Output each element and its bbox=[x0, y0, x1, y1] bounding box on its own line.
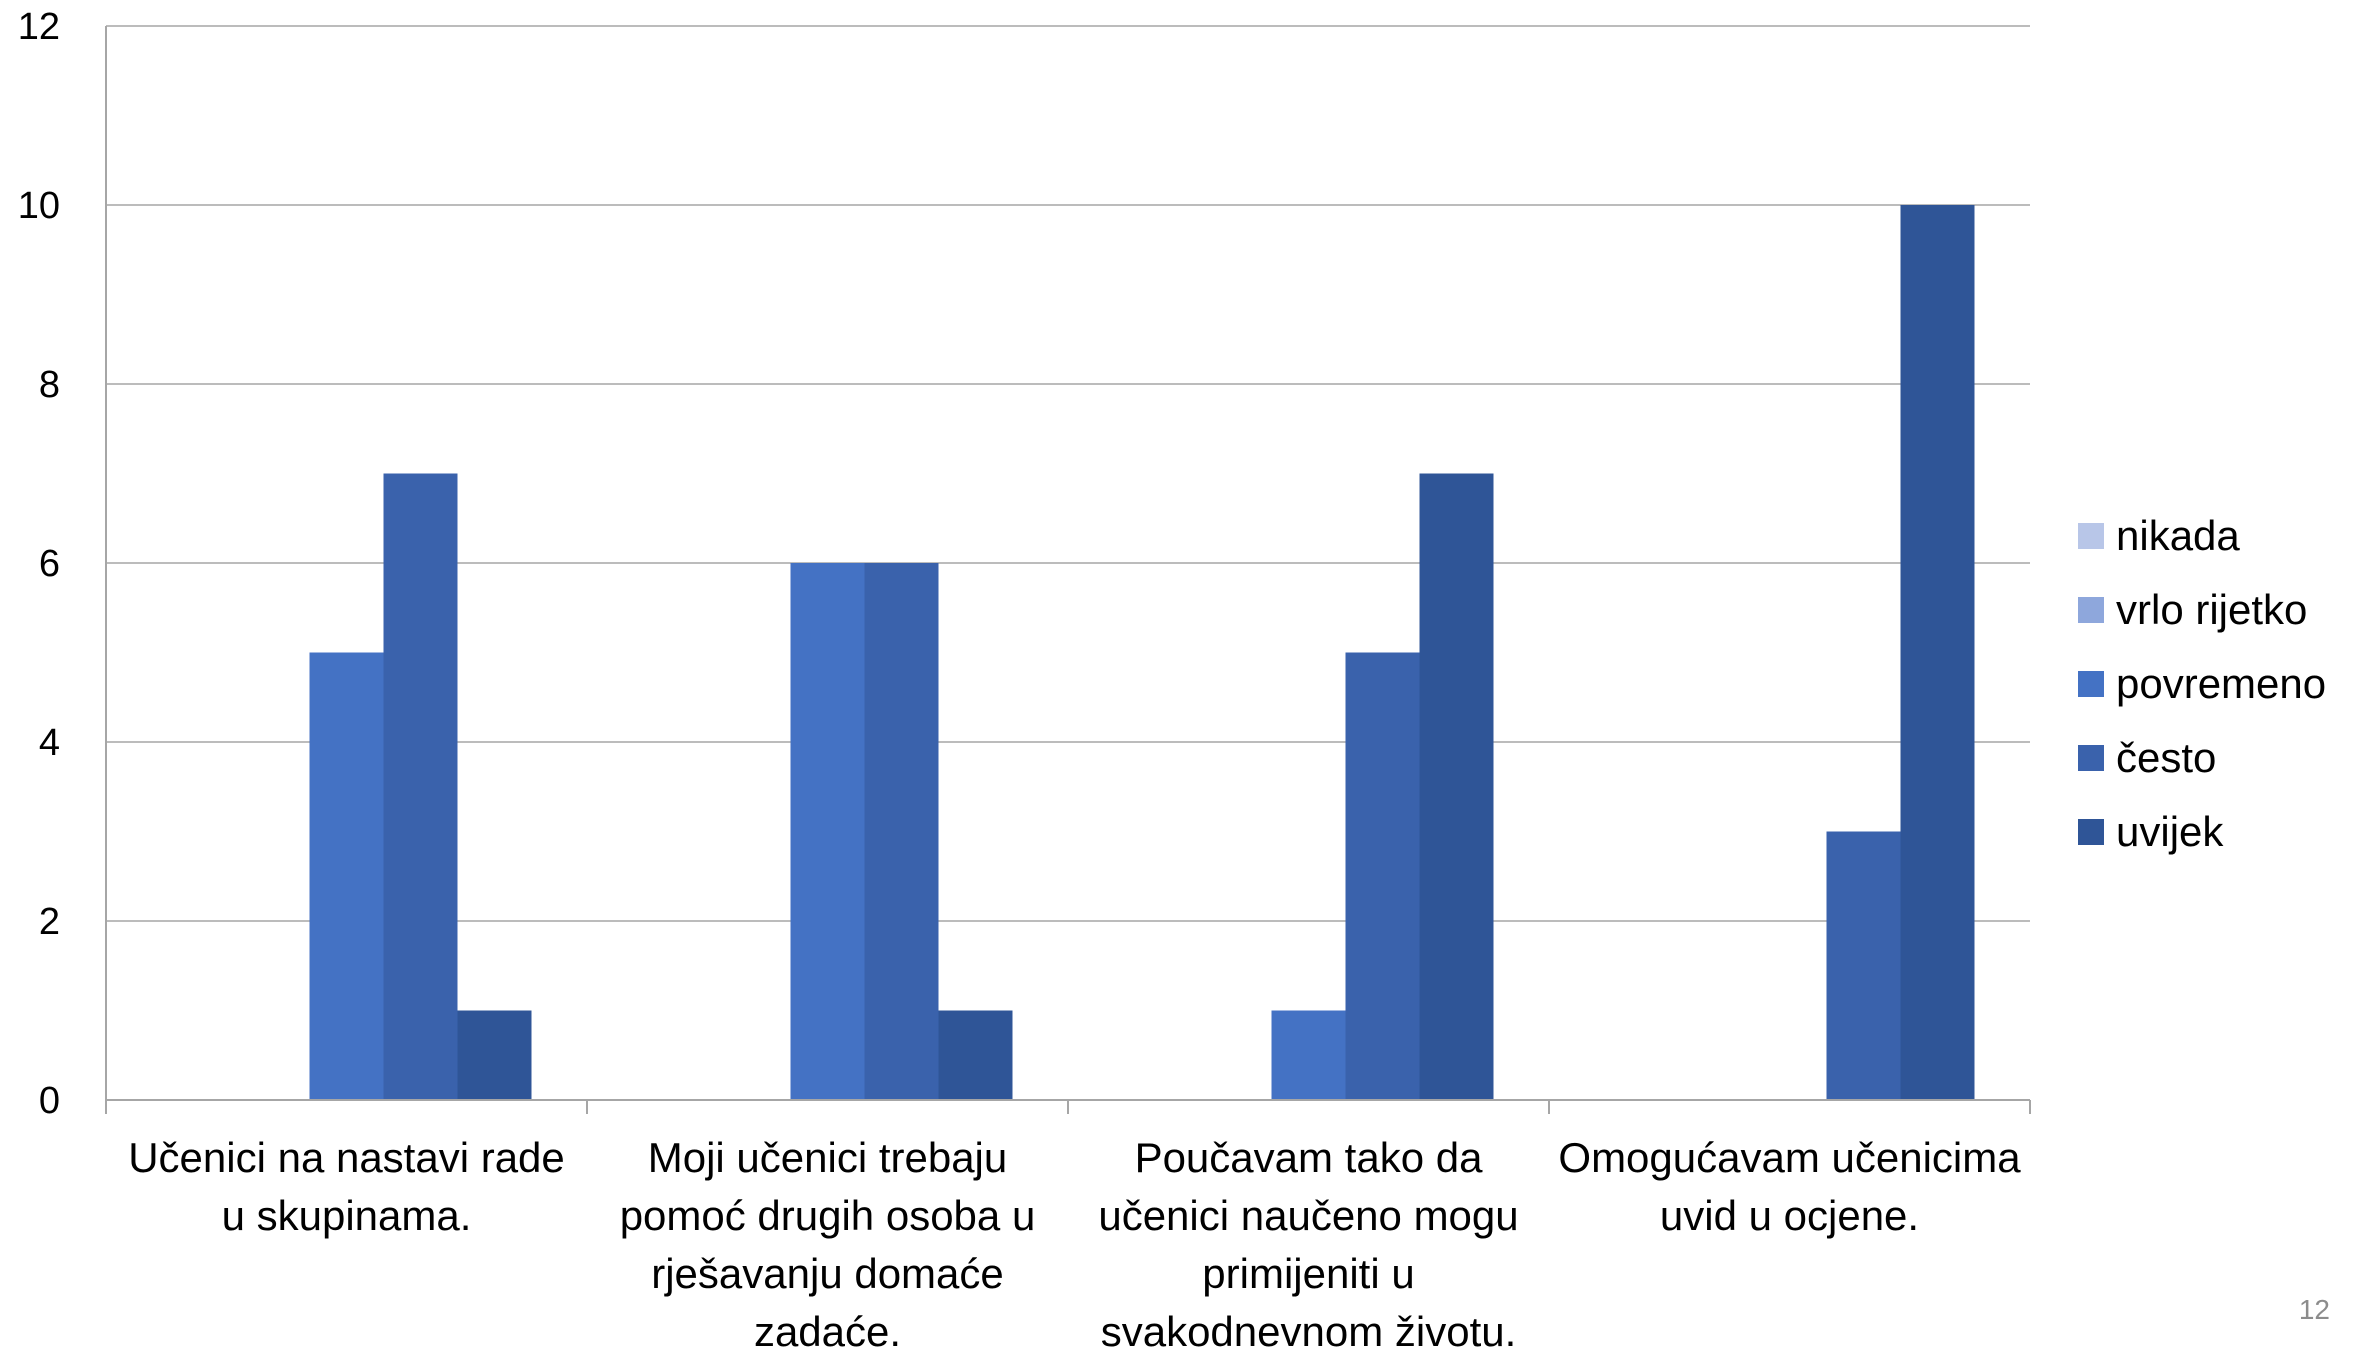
bar-uvijek-cat2 bbox=[939, 1011, 1013, 1101]
legend-swatch-vrlo-rijetko bbox=[2078, 597, 2104, 623]
bar-povremeno-cat3 bbox=[1272, 1011, 1346, 1101]
y-tick-label-2: 2 bbox=[39, 901, 60, 943]
y-axis-tick-labels: 0 2 4 6 8 10 12 bbox=[18, 6, 60, 1122]
legend-swatch-povremeno bbox=[2078, 671, 2104, 697]
page-number: 12 bbox=[2299, 1294, 2330, 1326]
x-category-label-line: pomoć drugih osoba u bbox=[620, 1192, 1036, 1239]
bar-uvijek-cat1 bbox=[458, 1011, 532, 1101]
x-category-label-line: rješavanju domaće bbox=[651, 1250, 1004, 1297]
bars bbox=[310, 205, 1975, 1100]
bar-često-cat2 bbox=[865, 563, 939, 1100]
bar-često-cat3 bbox=[1346, 653, 1420, 1101]
legend-label-često: često bbox=[2116, 734, 2216, 781]
x-category-label-line: zadaće. bbox=[754, 1308, 901, 1354]
y-tick-label-10: 10 bbox=[18, 185, 60, 227]
bar-povremeno-cat1 bbox=[310, 653, 384, 1101]
x-category-label-4: Omogućavam učenicima uvid u ocjene. bbox=[1558, 1134, 2021, 1239]
x-category-label-line: Poučavam tako da bbox=[1135, 1134, 1484, 1181]
y-tick-label-12: 12 bbox=[18, 6, 60, 48]
bar-povremeno-cat2 bbox=[791, 563, 865, 1100]
legend-label-uvijek: uvijek bbox=[2116, 808, 2224, 855]
legend-swatch-uvijek bbox=[2078, 819, 2104, 845]
bar-često-cat1 bbox=[384, 474, 458, 1101]
legend-swatch-često bbox=[2078, 745, 2104, 771]
x-category-label-1: Učenici na nastavi rade u skupinama. bbox=[128, 1134, 565, 1239]
y-tick-label-4: 4 bbox=[39, 722, 60, 764]
x-category-label-line: Učenici na nastavi rade bbox=[128, 1134, 565, 1181]
bar-uvijek-cat3 bbox=[1420, 474, 1494, 1101]
x-category-label-line: primijeniti u bbox=[1202, 1250, 1414, 1297]
x-category-label-line: učenici naučeno mogu bbox=[1098, 1192, 1518, 1239]
x-category-label-line: u skupinama. bbox=[222, 1192, 472, 1239]
y-tick-label-6: 6 bbox=[39, 543, 60, 585]
legend-swatch-nikada bbox=[2078, 523, 2104, 549]
x-category-label-line: svakodnevnom životu. bbox=[1101, 1308, 1517, 1354]
legend-label-vrlo-rijetko: vrlo rijetko bbox=[2116, 586, 2307, 633]
y-tick-label-8: 8 bbox=[39, 364, 60, 406]
x-category-label-line: Moji učenici trebaju bbox=[648, 1134, 1008, 1181]
x-category-label-line: Omogućavam učenicima bbox=[1558, 1134, 2021, 1181]
bar-često-cat4 bbox=[1827, 832, 1901, 1101]
x-axis-category-labels: Učenici na nastavi rade u skupinama. Moji … bbox=[128, 1134, 2021, 1354]
bar-uvijek-cat4 bbox=[1901, 205, 1975, 1100]
legend: nikada vrlo rijetko povremeno često uvijek bbox=[2078, 512, 2326, 855]
x-category-label-2: Moji učenici trebaju pomoć drugih osoba u… bbox=[620, 1134, 1036, 1354]
x-category-label-3: Poučavam tako da učenici naučeno mogu prim… bbox=[1098, 1134, 1518, 1354]
legend-label-nikada: nikada bbox=[2116, 512, 2240, 559]
x-category-label-line: uvid u ocjene. bbox=[1660, 1192, 1919, 1239]
y-tick-label-0: 0 bbox=[39, 1080, 60, 1122]
legend-label-povremeno: povremeno bbox=[2116, 660, 2326, 707]
